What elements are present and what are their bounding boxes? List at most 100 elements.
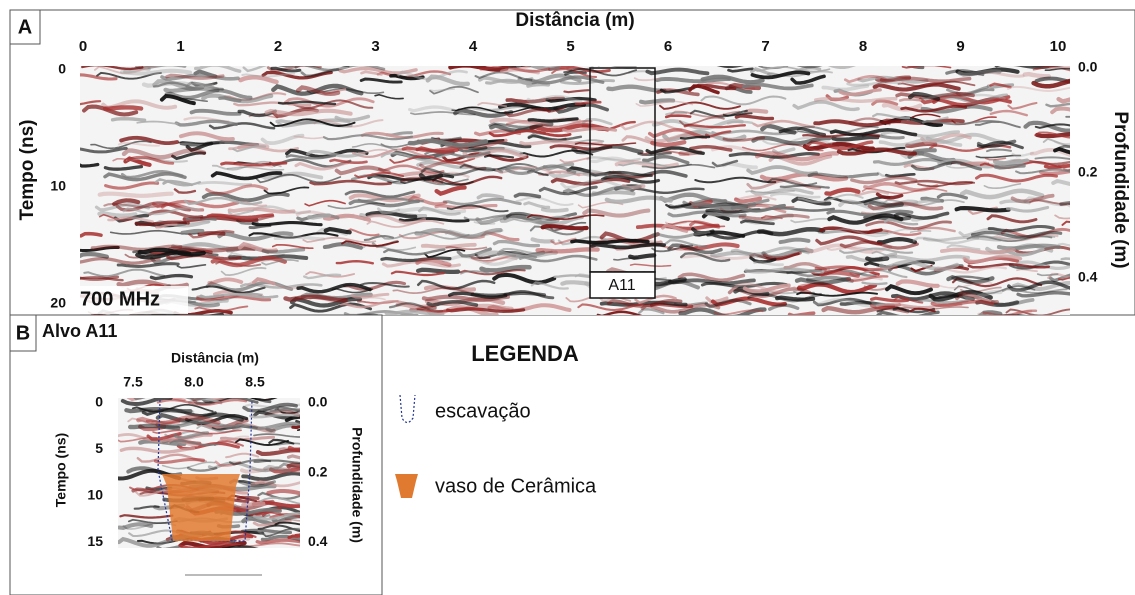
reflection xyxy=(503,290,555,300)
reflection xyxy=(136,414,221,426)
reflection xyxy=(879,259,960,272)
reflection xyxy=(252,277,276,286)
reflection xyxy=(975,173,1058,183)
reflection xyxy=(225,452,260,459)
reflection xyxy=(875,192,904,200)
reflection xyxy=(705,296,729,304)
reflection xyxy=(599,300,688,307)
reflection xyxy=(229,458,272,466)
reflection xyxy=(303,273,342,280)
reflection xyxy=(165,73,225,80)
reflection xyxy=(269,408,300,413)
reflection xyxy=(274,521,300,526)
reflection xyxy=(322,134,414,141)
reflection xyxy=(1053,146,1070,155)
reflection xyxy=(826,209,914,217)
reflection xyxy=(1054,214,1070,220)
reflection xyxy=(397,69,468,81)
reflection xyxy=(600,174,661,184)
reflection xyxy=(1044,67,1070,71)
reflection xyxy=(446,204,509,213)
reflection xyxy=(459,269,526,276)
reflection xyxy=(226,166,285,171)
reflection xyxy=(119,135,179,145)
reflection xyxy=(266,66,322,72)
reflection xyxy=(909,230,932,233)
reflection xyxy=(184,196,263,206)
reflection xyxy=(819,270,860,278)
reflection xyxy=(1006,85,1070,93)
reflection xyxy=(846,80,902,87)
reflection xyxy=(420,167,504,177)
reflection xyxy=(283,294,348,303)
reflection xyxy=(488,129,572,138)
reflection xyxy=(408,195,448,206)
reflection xyxy=(813,119,902,128)
reflection xyxy=(664,114,692,119)
reflection xyxy=(959,188,1045,200)
reflection xyxy=(994,66,1065,70)
reflection xyxy=(479,264,532,273)
reflection xyxy=(704,298,752,309)
reflection xyxy=(983,183,1022,190)
reflection xyxy=(893,211,950,220)
reflection xyxy=(197,180,253,186)
reflection xyxy=(775,295,816,302)
x-tick-label: 0 xyxy=(79,38,87,55)
reflection xyxy=(254,479,300,488)
reflection xyxy=(479,66,551,73)
reflection xyxy=(174,119,238,127)
reflection xyxy=(210,255,287,268)
reflection xyxy=(173,431,210,441)
reflection xyxy=(864,260,935,269)
reflection xyxy=(747,292,823,303)
reflection xyxy=(870,296,910,303)
reflection xyxy=(750,70,811,80)
reflection xyxy=(498,247,553,255)
reflection xyxy=(796,66,823,69)
reflection xyxy=(922,236,1002,242)
reflection xyxy=(387,178,469,186)
reflection xyxy=(1023,120,1070,133)
reflection xyxy=(287,534,300,539)
reflection xyxy=(540,224,589,231)
reflection xyxy=(179,140,260,147)
reflection xyxy=(574,100,602,106)
reflection xyxy=(492,272,557,285)
reflection xyxy=(199,292,279,299)
reflection xyxy=(227,207,296,214)
reflection xyxy=(434,204,498,210)
reflection xyxy=(261,247,306,254)
reflection xyxy=(910,116,949,124)
reflection xyxy=(82,104,139,117)
reflection xyxy=(530,237,555,244)
reflection xyxy=(872,112,911,120)
x-tick-label: 7 xyxy=(761,38,769,55)
reflection xyxy=(550,237,577,246)
reflection xyxy=(410,111,476,116)
y-tick-label: 0 xyxy=(95,394,103,410)
reflection xyxy=(248,232,339,239)
reflection xyxy=(836,147,917,156)
reflection xyxy=(148,209,204,219)
reflection xyxy=(166,253,242,261)
reflection xyxy=(911,113,941,119)
reflection xyxy=(116,262,180,269)
reflection xyxy=(232,145,267,153)
reflection xyxy=(359,77,403,84)
reflection xyxy=(313,119,384,128)
reflection xyxy=(156,398,248,406)
reflection xyxy=(217,231,294,242)
reflection xyxy=(730,246,810,256)
reflection xyxy=(220,435,275,442)
reflection xyxy=(269,466,300,474)
y-tick-label: 20 xyxy=(50,295,66,311)
reflection xyxy=(930,299,995,308)
reflection xyxy=(475,213,560,225)
reflection xyxy=(295,85,341,96)
reflection xyxy=(453,108,514,118)
reflection xyxy=(103,172,187,182)
reflection xyxy=(363,234,394,242)
reflection xyxy=(94,66,148,75)
